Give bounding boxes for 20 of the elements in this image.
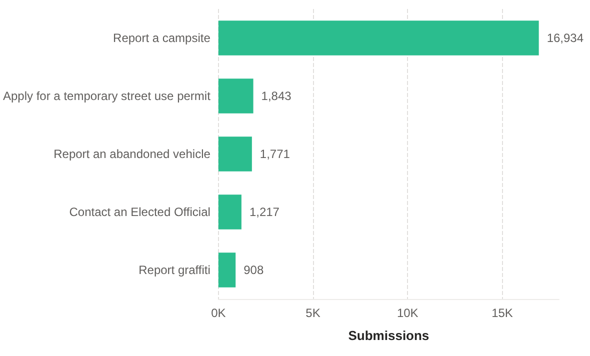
bar <box>218 252 236 288</box>
bar <box>218 136 252 172</box>
x-tick-label: 10K <box>396 306 418 320</box>
y-tick-label: Apply for a temporary street use permit <box>2 89 212 103</box>
data-label: 16,934 <box>546 31 584 45</box>
bar <box>218 194 242 230</box>
bar <box>218 78 254 114</box>
data-label: 1,771 <box>260 147 290 161</box>
y-tick-label: Contact an Elected Official <box>69 205 210 219</box>
x-tick-label: 5K <box>306 306 320 320</box>
bar <box>218 20 539 56</box>
y-tick-label: Report a campsite <box>113 31 211 45</box>
data-label: 1,843 <box>261 89 292 103</box>
x-axis-title: Submissions <box>348 328 430 343</box>
y-tick-label: Report an abandoned vehicle <box>54 147 211 161</box>
data-label: 908 <box>244 263 264 277</box>
x-tick-label: 15K <box>492 306 513 320</box>
data-label: 1,217 <box>249 205 280 219</box>
x-tick-label: 0K <box>211 306 226 320</box>
y-tick-label: Report graffiti <box>138 263 210 277</box>
